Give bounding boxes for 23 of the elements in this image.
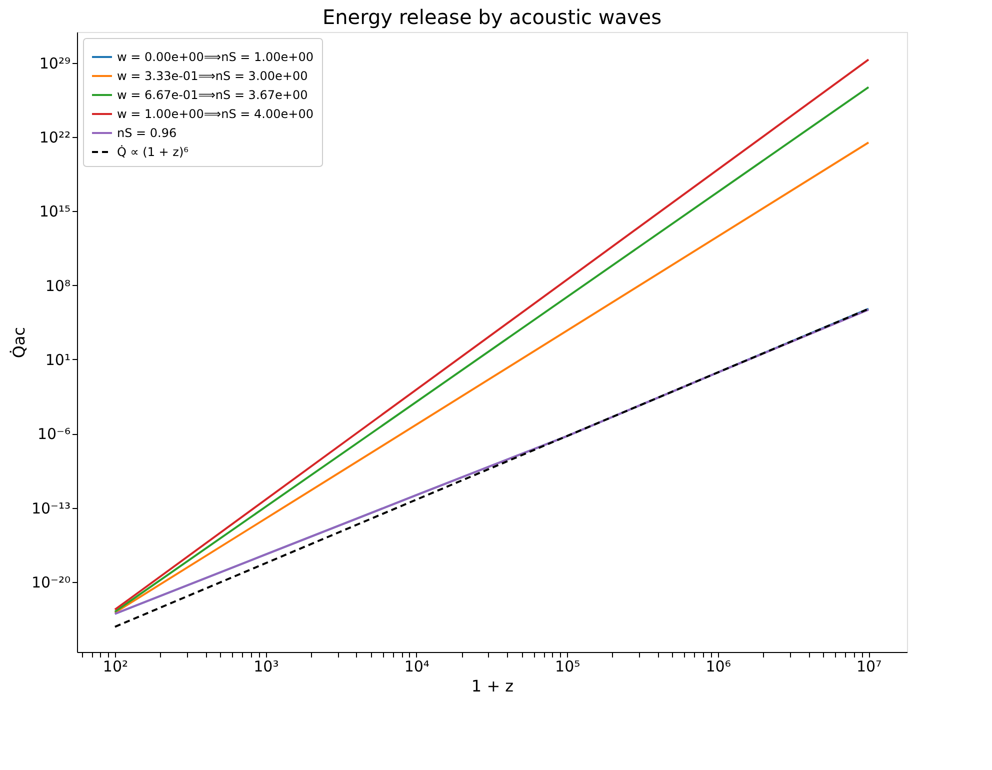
- chart-title: Energy release by acoustic waves: [322, 5, 662, 29]
- y-tick-label: 10⁻²⁰: [31, 574, 70, 592]
- x-axis-title: 1 + z: [471, 676, 514, 696]
- y-tick-label: 10⁻¹³: [31, 499, 70, 518]
- y-tick-label: 10⁸: [45, 276, 70, 295]
- x-tick-label: 10³: [254, 658, 279, 676]
- x-tick-label: 10⁴: [404, 658, 430, 676]
- y-tick-label: 10¹: [45, 350, 70, 369]
- y-axis-title: Q̇ac: [9, 326, 28, 358]
- y-tick-label: 10¹⁵: [39, 202, 70, 221]
- x-tick-label: 10⁵: [555, 658, 580, 676]
- legend-label: w = 3.33e-01⟹nS = 3.00e+00: [117, 69, 308, 83]
- legend-label: w = 0.00e+00⟹nS = 1.00e+00: [117, 50, 314, 64]
- x-tick-label: 10⁶: [706, 658, 731, 676]
- legend-label: Q̇ ∝ (1 + z)⁶: [117, 144, 189, 159]
- y-tick-label: 10²⁹: [39, 54, 70, 72]
- legend-label: nS = 0.96: [117, 126, 177, 140]
- y-tick-label: 10⁻⁶: [37, 425, 70, 444]
- x-tick-label: 10⁷: [856, 658, 882, 676]
- legend-label: w = 1.00e+00⟹nS = 4.00e+00: [117, 107, 314, 121]
- y-tick-label: 10²²: [39, 128, 70, 146]
- x-tick-label: 10²: [102, 658, 128, 676]
- legend-label: w = 6.67e-01⟹nS = 3.67e+00: [117, 88, 308, 102]
